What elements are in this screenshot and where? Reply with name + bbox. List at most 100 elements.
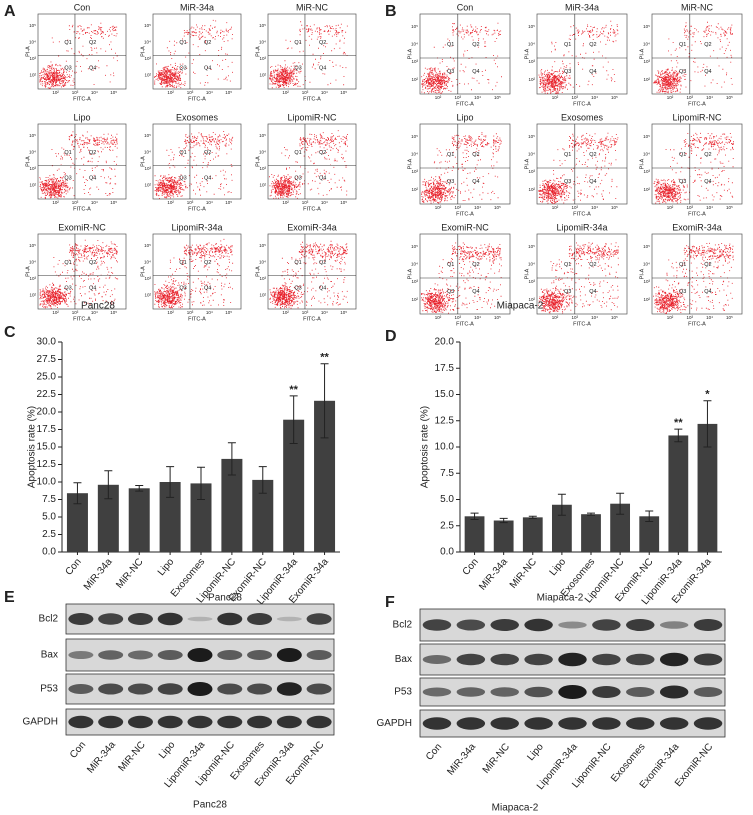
- x-tick-label: 10³: [572, 315, 579, 320]
- quadrant-label: Q4: [589, 289, 596, 295]
- blot-caption: Miapaca-2: [492, 803, 539, 814]
- x-tick-label: 10⁴: [591, 205, 598, 210]
- blot-band: [524, 618, 553, 632]
- blot-band: [217, 612, 243, 626]
- x-tick-label: 10²: [552, 205, 559, 210]
- y-axis-label: PI-A: [25, 156, 31, 167]
- flow-caption: Miapaca-2: [497, 301, 544, 312]
- plot-title: Lipo: [456, 112, 473, 122]
- x-tick-label: 10⁴: [321, 310, 328, 315]
- quadrant-label: Q2: [589, 42, 596, 48]
- quadrant-label: Q2: [589, 262, 596, 268]
- dot-cloud: [421, 132, 502, 204]
- x-tick-label: 10²: [552, 315, 559, 320]
- blot-band: [187, 682, 213, 696]
- x-tick-label: 10³: [302, 200, 309, 205]
- x-tick-label: 10²: [667, 205, 674, 210]
- blot-band: [693, 653, 723, 666]
- error-bar: [227, 442, 236, 476]
- y-tick-label: 10⁵: [144, 243, 151, 248]
- error-bar: [499, 517, 508, 524]
- blot-band: [247, 613, 273, 625]
- x-tick-label: 10³: [72, 310, 79, 315]
- x-axis-label: FITC-A: [688, 101, 706, 107]
- y-tick-label: 10⁴: [643, 42, 650, 47]
- dot-cloud: [269, 21, 348, 89]
- y-tick-label: 10⁴: [144, 40, 151, 45]
- y-tick-label: 2.5: [440, 520, 454, 531]
- y-tick-label: 0.0: [42, 547, 56, 558]
- x-axis-label: FITC-A: [73, 96, 91, 102]
- x-tick-label: 10⁵: [225, 310, 232, 315]
- blot-band: [422, 687, 452, 697]
- error-bar: [73, 482, 82, 505]
- plot-title: ExomiR-NC: [58, 222, 106, 232]
- error-bar: [674, 428, 683, 443]
- bar: [66, 493, 88, 552]
- y-tick-label: 10³: [411, 279, 418, 284]
- y-tick-label: 10³: [259, 276, 266, 281]
- y-axis-label: PI-A: [407, 268, 413, 279]
- blot-band: [98, 650, 124, 660]
- x-tick-label: 10³: [572, 95, 579, 100]
- y-tick-label: 30.0: [37, 337, 57, 348]
- y-tick-label: 10⁴: [411, 42, 418, 47]
- panel-label: A: [4, 3, 16, 20]
- x-tick-label: 10²: [52, 200, 59, 205]
- x-tick-label: 10²: [52, 90, 59, 95]
- quadrant-label: Q1: [294, 260, 301, 266]
- y-tick-label: 10⁵: [528, 134, 535, 139]
- quadrant-label: Q1: [64, 40, 71, 46]
- x-tick-label: 10⁵: [611, 95, 618, 100]
- error-bar: [557, 493, 566, 516]
- blot-band: [693, 619, 723, 631]
- quadrant-label: Q2: [319, 150, 326, 156]
- y-axis-label: PI-A: [639, 158, 645, 169]
- significance-mark: **: [289, 384, 298, 396]
- lane-label: MiR-34a: [85, 739, 118, 775]
- x-tick-label: 10²: [552, 95, 559, 100]
- blot-band: [276, 682, 302, 696]
- quadrant-label: Q3: [64, 285, 71, 291]
- x-axis-label: FITC-A: [688, 211, 706, 217]
- y-tick-label: 10⁵: [144, 133, 151, 138]
- x-axis-label: Miapaca-2: [537, 593, 584, 604]
- panel-label: B: [385, 3, 397, 20]
- plot-frame: [152, 123, 242, 200]
- y-tick-label: 10⁵: [643, 24, 650, 29]
- y-tick-label: 10²: [144, 183, 151, 188]
- y-tick-label: 10³: [411, 169, 418, 174]
- blot-band: [422, 619, 452, 631]
- dot-cloud: [269, 240, 348, 309]
- lane-label: MiR-34a: [445, 741, 478, 777]
- quadrant-label: Q1: [564, 262, 571, 268]
- y-tick-label: 10³: [29, 56, 36, 61]
- quadrant-label: Q2: [472, 152, 479, 158]
- row-label: Bax: [41, 650, 58, 661]
- x-tick-label: 10²: [167, 200, 174, 205]
- error-bar: [645, 510, 654, 523]
- y-tick-label: 10⁴: [144, 150, 151, 155]
- y-tick-label: 10³: [144, 276, 151, 281]
- x-tick-label: 10⁵: [611, 205, 618, 210]
- plot-title: LipomiR-34a: [556, 222, 607, 232]
- y-tick-label: 10⁵: [29, 133, 36, 138]
- quadrant-label: Q3: [679, 289, 686, 295]
- panel-label: F: [385, 594, 395, 611]
- y-tick-label: 10³: [643, 169, 650, 174]
- x-tick-label: 10⁵: [110, 90, 117, 95]
- quadrant-label: Q2: [704, 262, 711, 268]
- row-label: P53: [394, 687, 412, 698]
- x-tick-label: 10⁴: [321, 90, 328, 95]
- error-bar: [320, 363, 329, 439]
- x-tick-label: 10²: [282, 200, 289, 205]
- panel-label: C: [4, 324, 16, 341]
- dot-cloud: [154, 131, 234, 199]
- y-tick-label: 10²: [643, 187, 650, 192]
- quadrant-label: Q2: [319, 40, 326, 46]
- row-label: GAPDH: [376, 718, 412, 729]
- bar: [190, 483, 212, 552]
- quadrant-label: Q1: [64, 260, 71, 266]
- y-tick-label: 10⁵: [259, 243, 266, 248]
